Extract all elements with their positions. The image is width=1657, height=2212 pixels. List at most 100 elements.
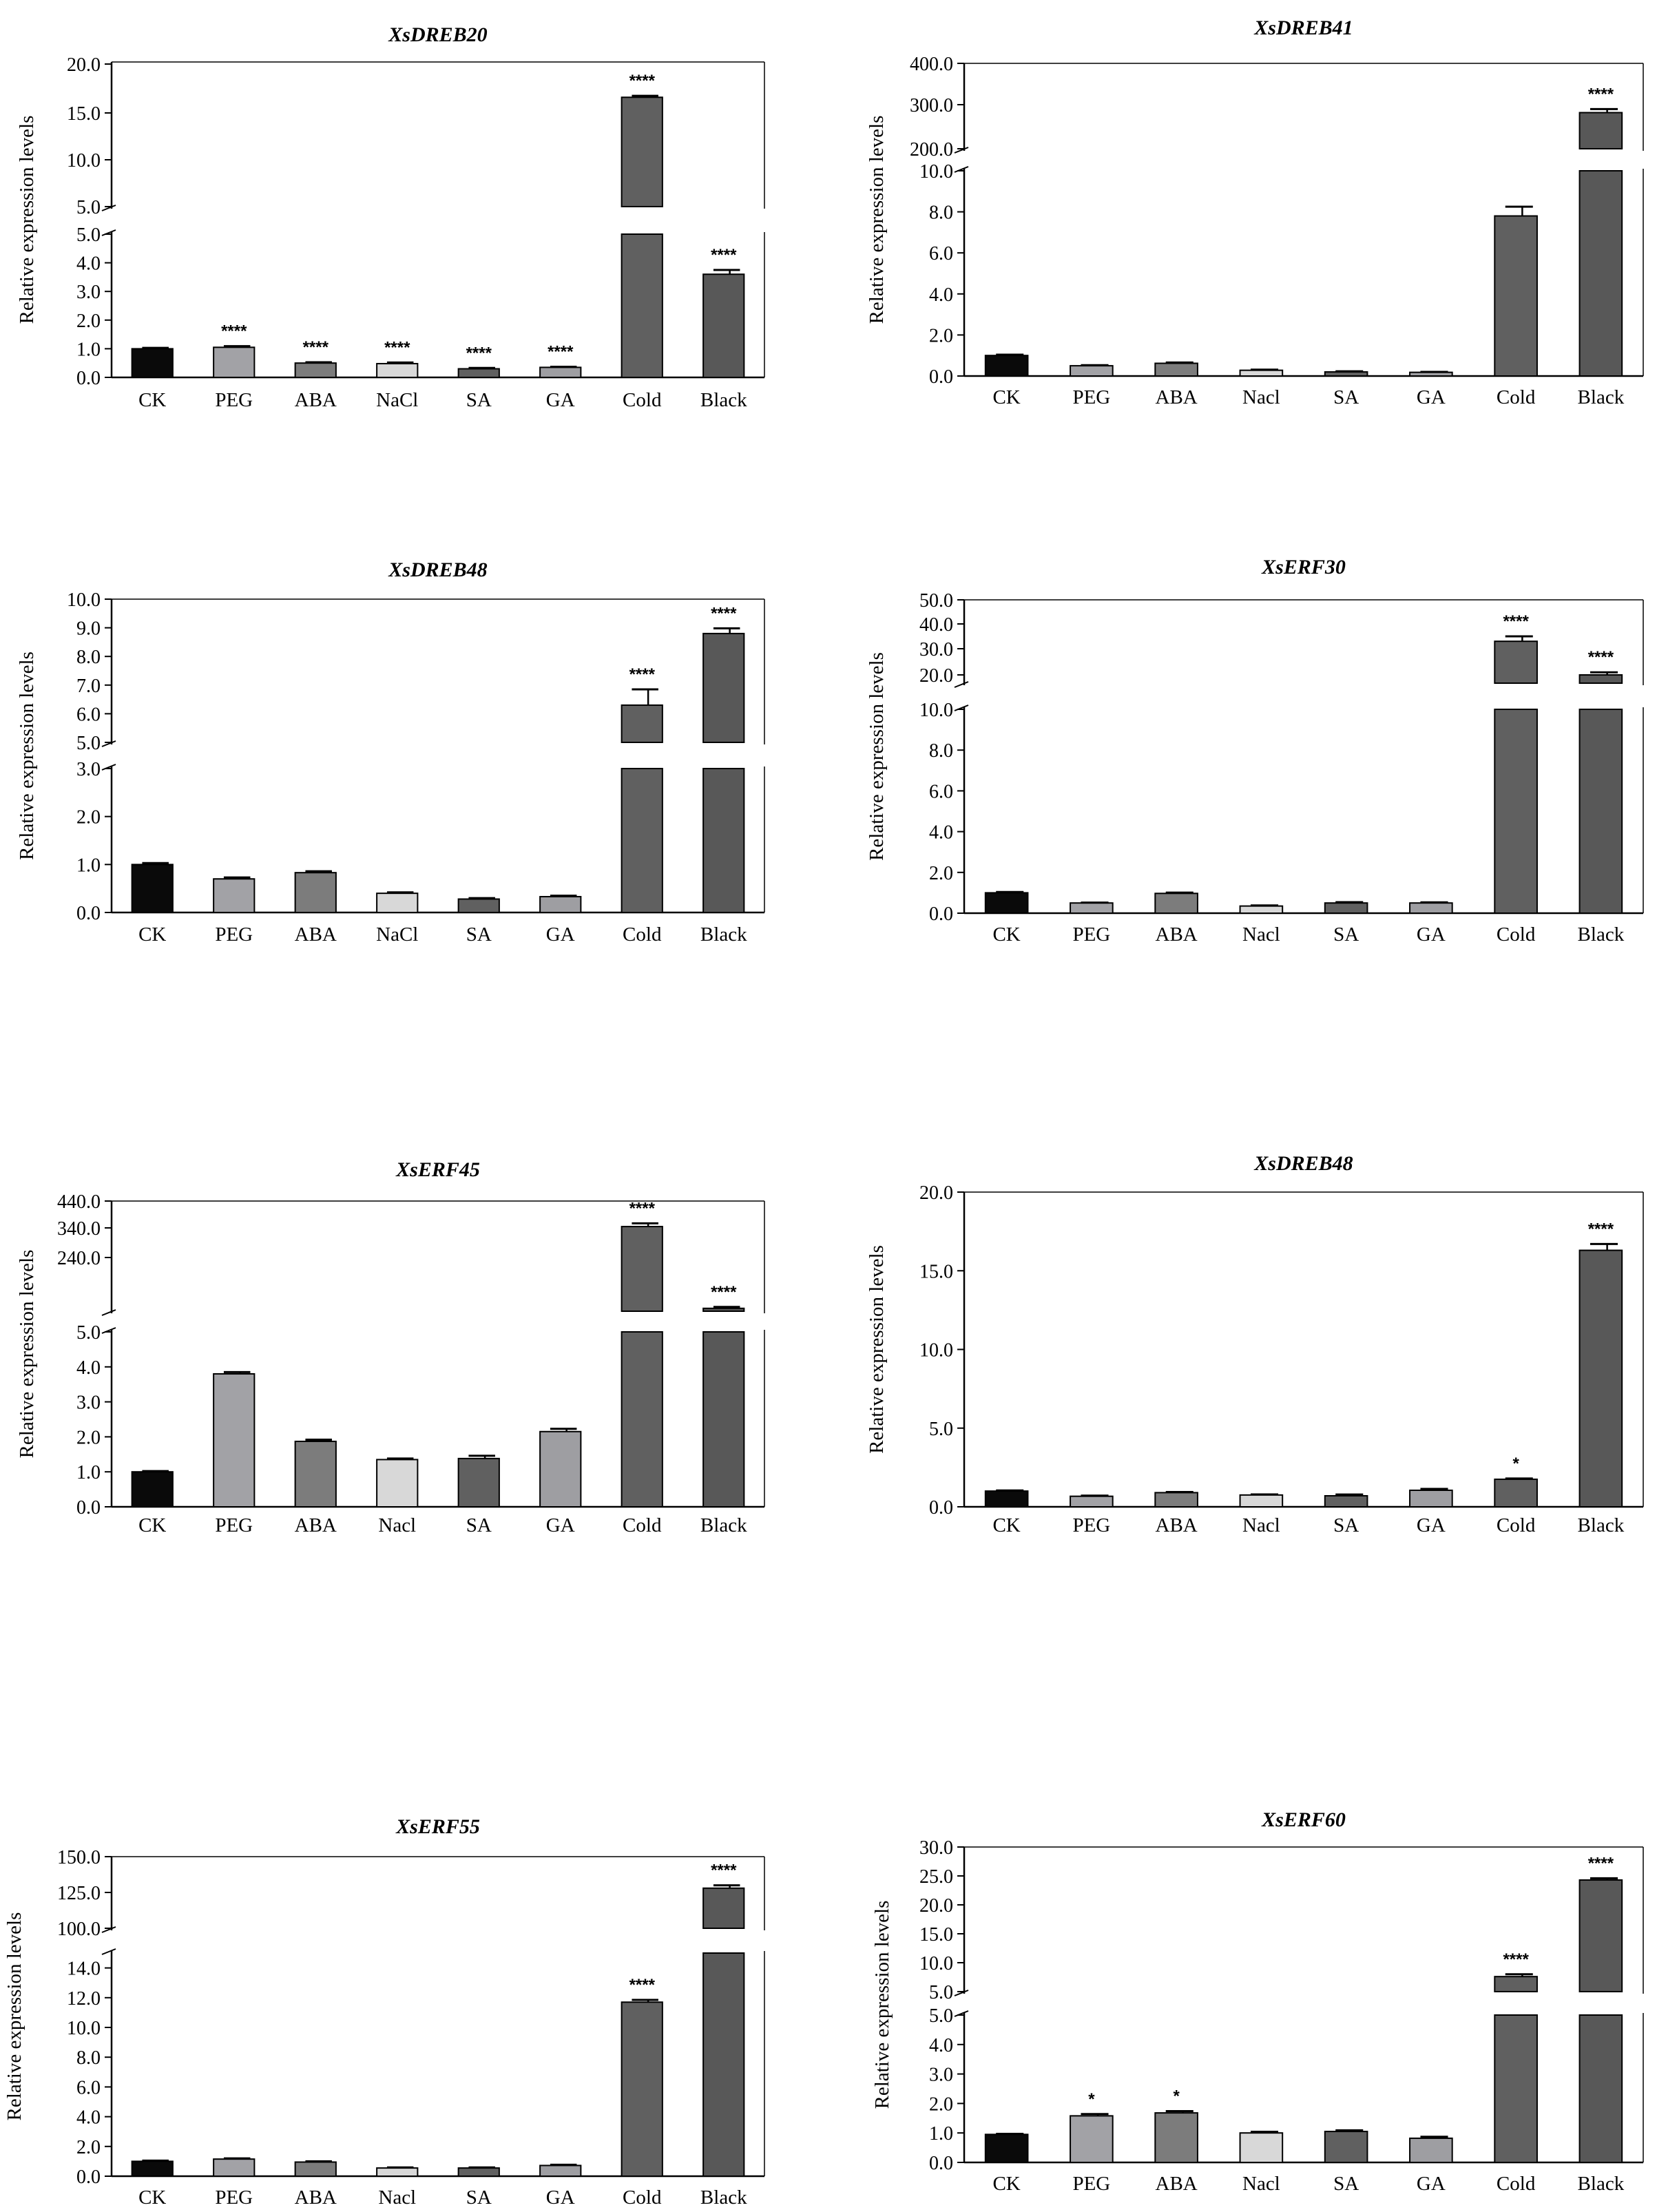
x-tick-label: SA bbox=[466, 2187, 492, 2209]
bar-ga bbox=[1409, 902, 1453, 914]
bar-sa bbox=[1324, 902, 1368, 914]
significance-label: **** bbox=[711, 1861, 737, 1880]
x-tick-label: CK bbox=[992, 1514, 1020, 1536]
y-tick-label: 0.0 bbox=[76, 1497, 101, 1519]
x-tick-label: NaCl bbox=[376, 924, 418, 946]
y-tick-label: 6.0 bbox=[929, 243, 953, 264]
x-tick-label: ABA bbox=[295, 2187, 337, 2209]
x-tick-label: Cold bbox=[1497, 2173, 1536, 2195]
y-tick-label: 8.0 bbox=[76, 2047, 101, 2069]
bar-nacl bbox=[1239, 2132, 1284, 2163]
x-tick-label: Black bbox=[700, 2187, 747, 2209]
significance-label: **** bbox=[1588, 648, 1614, 667]
bar-upper-cold bbox=[621, 96, 663, 207]
axis-break-mark bbox=[954, 681, 969, 688]
x-tick-label: ABA bbox=[1156, 924, 1198, 946]
y-tick-label: 4.0 bbox=[929, 822, 953, 844]
y-tick-label: 3.0 bbox=[76, 282, 101, 303]
significance-label: **** bbox=[466, 344, 492, 362]
chart-panel-6: XsDREB48 Relative expression levels 0.0 5.0… bbox=[866, 1152, 1644, 1536]
x-tick-label: CK bbox=[138, 1514, 166, 1536]
x-tick-label: SA bbox=[1333, 1514, 1359, 1536]
bar-nacl bbox=[376, 363, 419, 378]
x-tick-label: CK bbox=[992, 386, 1020, 408]
y-tick-label: 5.0 bbox=[76, 1322, 101, 1344]
axis-break-gap-right bbox=[1640, 151, 1646, 169]
axis-break-mark bbox=[954, 166, 969, 173]
bar-ga bbox=[539, 896, 582, 914]
y-tick-label: 4.0 bbox=[929, 2035, 953, 2056]
bar-upper-black bbox=[702, 1887, 745, 1930]
axis-break-gap-right bbox=[762, 1313, 767, 1330]
significance-label: * bbox=[1088, 2090, 1095, 2109]
y-tick-label: 2.0 bbox=[929, 2094, 953, 2115]
axis-break-mark bbox=[101, 229, 116, 236]
axis-break-gap-right bbox=[762, 209, 767, 232]
y-tick-label: 8.0 bbox=[76, 647, 101, 668]
y-tick-label: 30.0 bbox=[919, 1837, 953, 1859]
chart-title: XsDREB48 bbox=[1253, 1152, 1353, 1175]
x-tick-label: GA bbox=[1417, 386, 1446, 408]
bar-sa bbox=[457, 1457, 500, 1507]
y-tick-label: 5.0 bbox=[76, 733, 101, 754]
y-tick-label: 15.0 bbox=[919, 1924, 953, 1945]
x-tick-label: ABA bbox=[1156, 2173, 1198, 2195]
bar-nacl bbox=[376, 1459, 419, 1507]
chart-panel-5: XsERF45 Relative expression levels 0.0 1.0 2… bbox=[16, 1158, 767, 1536]
chart-title: XsERF55 bbox=[395, 1815, 480, 1838]
y-tick-label: 50.0 bbox=[919, 590, 953, 612]
y-tick-label: 0.0 bbox=[76, 2167, 101, 2188]
x-tick-label: CK bbox=[138, 924, 166, 946]
y-tick-label: 0.0 bbox=[929, 904, 953, 925]
y-tick-label: 10.0 bbox=[67, 589, 101, 611]
y-tick-label: 440.0 bbox=[57, 1191, 101, 1213]
x-tick-label: CK bbox=[138, 389, 166, 411]
x-tick-label: PEG bbox=[1072, 1514, 1110, 1536]
y-tick-label: 200.0 bbox=[910, 139, 953, 160]
y-axis-label: Relative expression levels bbox=[866, 116, 888, 324]
x-tick-label: CK bbox=[992, 2173, 1020, 2195]
x-tick-label: PEG bbox=[215, 1514, 253, 1536]
x-tick-label: SA bbox=[466, 389, 492, 411]
x-tick-label: Nacl bbox=[378, 2187, 416, 2209]
y-tick-label: 12.0 bbox=[67, 1988, 101, 2010]
bar-peg bbox=[213, 1373, 256, 1507]
axis-break-gap bbox=[961, 685, 967, 707]
chart-panel-1: XsDREB20 Relative expression levels 0.0 1.0… bbox=[16, 23, 767, 411]
y-tick-label: 2.0 bbox=[76, 2137, 101, 2158]
y-tick-label: 2.0 bbox=[76, 807, 101, 828]
x-tick-label: Nacl bbox=[1242, 1514, 1280, 1536]
y-tick-label: 5.0 bbox=[76, 197, 101, 218]
significance-label: **** bbox=[711, 604, 737, 623]
bar-sa bbox=[457, 2167, 500, 2178]
chart-panel-7: XsERF55 Relative expression levels 0.0 2.0 4… bbox=[3, 1815, 767, 2209]
axis-break-gap-right bbox=[1640, 1994, 1646, 2013]
bar-cold bbox=[1494, 215, 1538, 377]
significance-label: **** bbox=[629, 1976, 656, 1994]
bar-peg bbox=[1070, 1495, 1114, 1507]
bar-sa bbox=[457, 898, 500, 913]
bar-upper-cold bbox=[621, 1226, 663, 1313]
y-axis-label: Relative expression levels bbox=[16, 651, 38, 860]
y-tick-label: 20.0 bbox=[919, 1895, 953, 1917]
bar-peg bbox=[1070, 2115, 1114, 2163]
significance-label: **** bbox=[1588, 1220, 1614, 1238]
axis-break-mark bbox=[954, 147, 969, 154]
axis-break-mark bbox=[954, 2010, 969, 2017]
significance-label: **** bbox=[629, 1199, 656, 1218]
x-tick-label: Black bbox=[1578, 386, 1625, 408]
bar-sa bbox=[1324, 1495, 1368, 1507]
x-tick-label: Cold bbox=[623, 1514, 662, 1536]
bar-ga bbox=[1409, 1490, 1453, 1508]
significance-label: **** bbox=[1588, 85, 1614, 103]
bar-upper-cold bbox=[1494, 1976, 1538, 1992]
x-tick-label: Cold bbox=[623, 924, 662, 946]
x-tick-label: GA bbox=[546, 1514, 575, 1536]
bar-ck bbox=[984, 892, 1029, 915]
y-tick-label: 1.0 bbox=[76, 855, 101, 876]
bar-black bbox=[702, 273, 745, 378]
bar-cold bbox=[621, 2001, 663, 2178]
axis-break-mark bbox=[101, 764, 116, 771]
bar-sa bbox=[1324, 2131, 1368, 2164]
y-tick-label: 100.0 bbox=[57, 1919, 101, 1940]
